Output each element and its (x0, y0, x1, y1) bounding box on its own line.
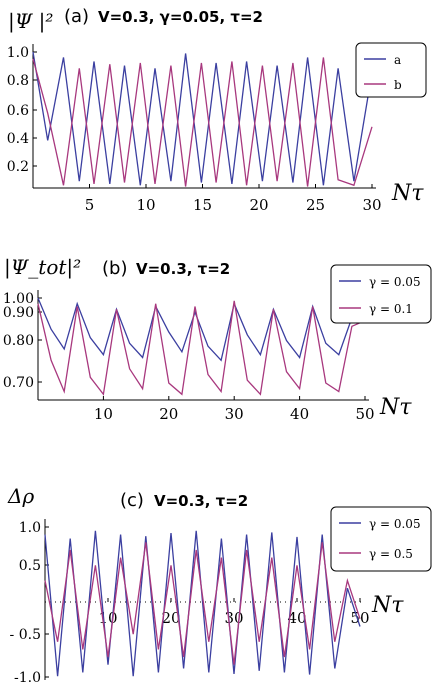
series-line-1 (37, 297, 366, 362)
x-tick-label: 20 (249, 196, 268, 214)
x-tick-label: 10 (136, 196, 155, 214)
panel-params: V=0.3, γ=0.05, τ=2 (98, 8, 263, 26)
x-tick-label: 30 (362, 196, 381, 214)
panel-params: V=0.3, τ=2 (154, 492, 248, 510)
y-tick-label: 0.90 (3, 305, 34, 321)
y-tick-label: 0.70 (3, 375, 34, 391)
y-tick-label: 0.6 (7, 103, 29, 119)
series-line-2 (37, 300, 366, 396)
x-tick-label: 40 (287, 609, 306, 627)
x-axis-label: Nτ (371, 593, 404, 618)
legend-box (355, 42, 427, 98)
panel-label: (b) (102, 258, 127, 279)
y-tick-label: 0.4 (7, 131, 29, 147)
panel-a: 0.2 0.4 0.6 0.8 1.0 5 10 15 20 25 30 |Ψ |² (a) V=0.3,… (7, 6, 427, 214)
x-tick-label: 20 (161, 609, 180, 627)
y-axis-label: |Ψ |² (8, 9, 53, 34)
series-line-2 (32, 57, 373, 187)
y-tick-label: 0.80 (3, 333, 34, 349)
y-tick-label: 1.0 (7, 45, 29, 61)
x-tick-label: 40 (290, 405, 309, 423)
y-axis-label: |Ψ_tot|² (4, 255, 81, 280)
legend-label: γ = 0.05 (369, 517, 421, 531)
y-tick-label: 0.2 (7, 159, 29, 175)
x-tick-label: 30 (225, 405, 244, 423)
y-tick-label: 0.8 (7, 73, 29, 89)
x-tick-label: 20 (159, 405, 178, 423)
panel-params: V=0.3, τ=2 (136, 260, 230, 278)
panel-label: (c) (120, 490, 144, 511)
y-tick-label: 1.0 (19, 520, 41, 536)
x-axis-label: Nτ (379, 395, 412, 420)
series-line-1 (32, 51, 373, 186)
series-line-1 (44, 530, 361, 677)
x-tick-label: 15 (193, 196, 212, 214)
y-tick-label: 0.5 (19, 558, 41, 574)
x-tick-label: 50 (355, 405, 374, 423)
panel-b: 0.70 0.80 0.901.00 10 20 30 40 50 |Ψ_tot|² (b) V=0… (3, 255, 432, 423)
x-tick-label: 10 (94, 405, 113, 423)
legend-label: b (394, 78, 402, 92)
x-axis-label: Nτ (391, 181, 424, 206)
y-tick-label: - 0.5 (10, 627, 41, 643)
y-tick-label: -1.0 (14, 670, 41, 686)
legend-label: γ = 0.05 (369, 275, 421, 289)
legend-label: a (394, 53, 401, 67)
y-tick-label: 1.00 (3, 291, 34, 307)
x-tick-label: 25 (306, 196, 325, 214)
x-tick-label: 5 (85, 196, 95, 214)
legend-label: γ = 0.1 (369, 302, 413, 316)
series-line-2 (44, 542, 361, 665)
legend-label: γ = 0.5 (369, 547, 413, 561)
panel-label: (a) (64, 6, 89, 27)
y-axis-label: Δρ (7, 484, 34, 508)
